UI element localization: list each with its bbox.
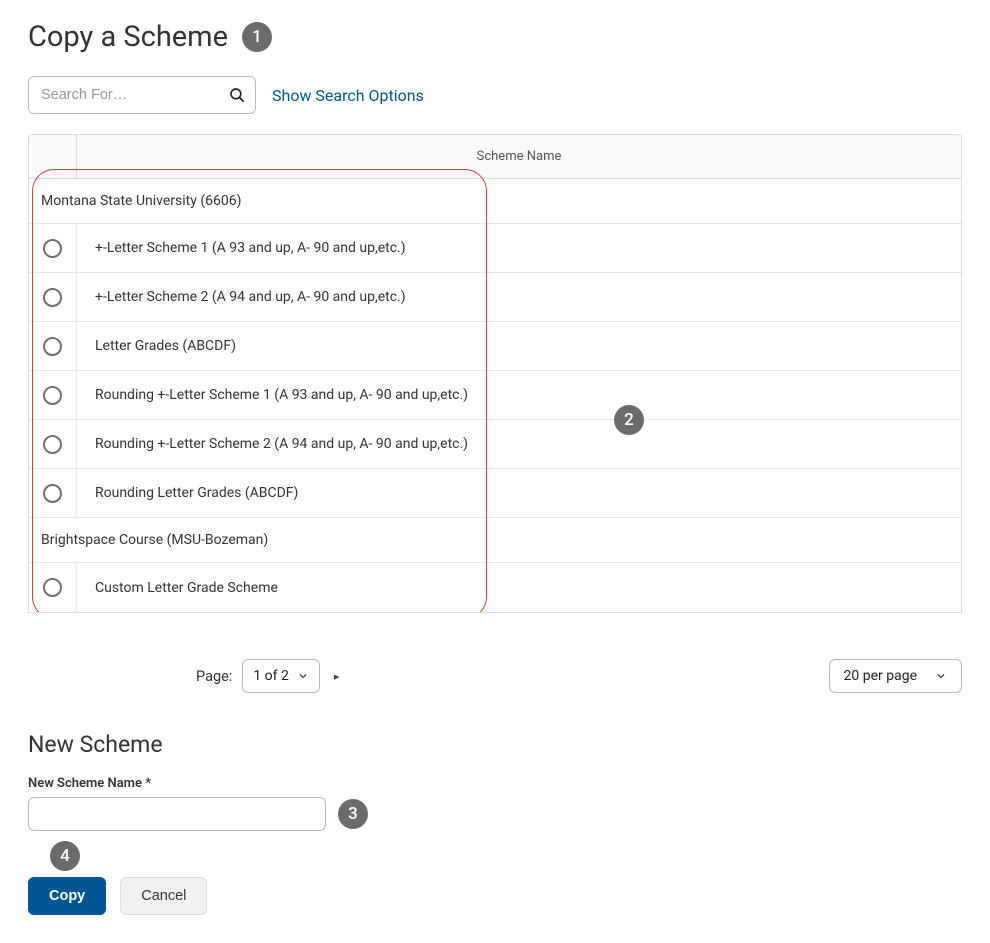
- page-select[interactable]: 1 of 2: [242, 659, 320, 693]
- scheme-name: +-Letter Scheme 2 (A 94 and up, A- 90 an…: [77, 273, 961, 321]
- radio-cell: [29, 371, 77, 419]
- search-icon[interactable]: [228, 86, 246, 104]
- radio-cell: [29, 420, 77, 468]
- callout-4-wrap: 4: [50, 841, 962, 871]
- callout-1: 1: [242, 22, 272, 52]
- radio-cell: [29, 469, 77, 517]
- radio-button[interactable]: [43, 239, 62, 258]
- group-header: Brightspace Course (MSU-Bozeman): [29, 518, 961, 563]
- table-row: Rounding Letter Grades (ABCDF): [29, 469, 961, 518]
- page-title: Copy a Scheme: [28, 20, 228, 54]
- scheme-name: Custom Letter Grade Scheme: [77, 563, 961, 612]
- callout-3: 3: [338, 799, 368, 829]
- radio-cell: [29, 224, 77, 272]
- radio-button[interactable]: [43, 435, 62, 454]
- pager-left: Page: 1 of 2 ▸: [196, 659, 343, 693]
- radio-button[interactable]: [43, 288, 62, 307]
- button-row: Copy Cancel: [28, 877, 962, 915]
- copy-button[interactable]: Copy: [28, 877, 106, 915]
- cancel-button[interactable]: Cancel: [120, 877, 207, 915]
- scheme-name: +-Letter Scheme 1 (A 93 and up, A- 90 an…: [77, 224, 961, 272]
- table-row: +-Letter Scheme 1 (A 93 and up, A- 90 an…: [29, 224, 961, 273]
- perpage-value: 20 per page: [844, 668, 917, 684]
- page-label: Page:: [196, 668, 232, 685]
- page-select-value: 1 of 2: [253, 668, 289, 684]
- callout-4: 4: [50, 841, 80, 871]
- pagination-row: Page: 1 of 2 ▸ 20 per page: [28, 613, 962, 703]
- group-header: Montana State University (6606): [29, 179, 961, 224]
- scheme-name: Rounding +-Letter Scheme 2 (A 94 and up,…: [77, 420, 961, 468]
- radio-button[interactable]: [43, 386, 62, 405]
- scheme-table: 2 Scheme Name Montana State University (…: [28, 134, 962, 613]
- search-row: Show Search Options: [28, 76, 962, 114]
- radio-cell: [29, 273, 77, 321]
- radio-cell: [29, 563, 77, 612]
- th-scheme-name: Scheme Name: [77, 149, 961, 164]
- scheme-name: Letter Grades (ABCDF): [77, 322, 961, 370]
- callout-2: 2: [614, 405, 644, 435]
- title-row: Copy a Scheme 1: [28, 20, 962, 54]
- table-row: +-Letter Scheme 2 (A 94 and up, A- 90 an…: [29, 273, 961, 322]
- page-content: Copy a Scheme 1 Show Search Options 2 Sc…: [28, 20, 962, 915]
- radio-button[interactable]: [43, 484, 62, 503]
- radio-button[interactable]: [43, 337, 62, 356]
- search-input[interactable]: [28, 76, 256, 114]
- scheme-name: Rounding Letter Grades (ABCDF): [77, 469, 961, 517]
- radio-cell: [29, 322, 77, 370]
- search-wrap: [28, 76, 256, 114]
- scheme-name: Rounding +-Letter Scheme 1 (A 93 and up,…: [77, 371, 961, 419]
- table-row: Letter Grades (ABCDF): [29, 322, 961, 371]
- table-row: Rounding +-Letter Scheme 2 (A 94 and up,…: [29, 420, 961, 469]
- chevron-down-icon: [297, 670, 309, 682]
- table-header: Scheme Name: [29, 135, 961, 179]
- th-radio-col: [29, 135, 77, 178]
- show-search-options-link[interactable]: Show Search Options: [272, 86, 424, 105]
- perpage-select[interactable]: 20 per page: [829, 659, 962, 693]
- new-scheme-name-label: New Scheme Name *: [28, 776, 962, 791]
- radio-button[interactable]: [43, 578, 62, 597]
- new-scheme-title: New Scheme: [28, 731, 962, 758]
- table-row: Rounding +-Letter Scheme 1 (A 93 and up,…: [29, 371, 961, 420]
- new-scheme-field-row: 3: [28, 797, 962, 831]
- table-row: Custom Letter Grade Scheme: [29, 563, 961, 612]
- chevron-down-icon: [935, 670, 947, 682]
- next-page-arrow[interactable]: ▸: [330, 670, 344, 683]
- new-scheme-name-input[interactable]: [28, 797, 326, 831]
